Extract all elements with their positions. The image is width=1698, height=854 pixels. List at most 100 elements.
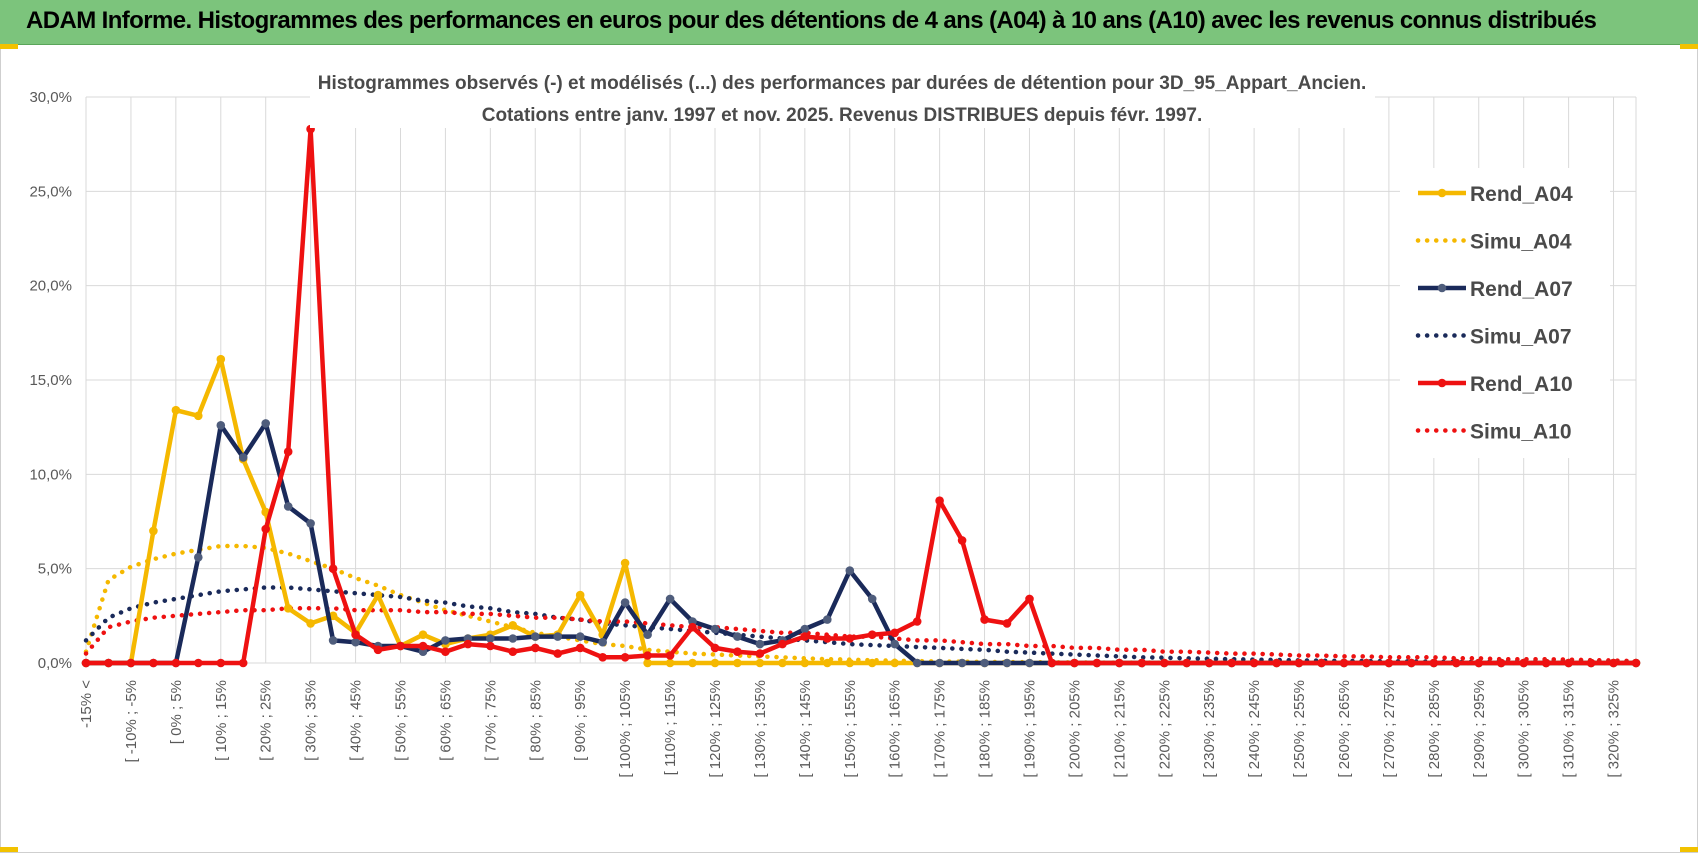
x-tick-label: [ 170% ; 175% — [932, 680, 949, 778]
data-point — [351, 630, 360, 639]
data-point — [1025, 658, 1034, 668]
data-point — [463, 639, 473, 649]
data-point — [845, 658, 855, 668]
data-point — [171, 658, 181, 668]
data-point — [441, 636, 450, 645]
x-tick-label: [ 60% ; 65% — [437, 680, 454, 761]
x-tick-label: [ 290% ; 295% — [1471, 680, 1488, 778]
data-point — [194, 658, 203, 668]
data-point — [957, 536, 967, 545]
x-tick-label: [ 150% ; 155% — [842, 680, 859, 778]
data-point — [373, 645, 383, 655]
header-bar: ADAM Informe. Histogrammes des performan… — [0, 0, 1698, 45]
data-point — [575, 643, 585, 653]
x-tick-label: [ 0% ; 5% — [168, 680, 185, 744]
data-point — [688, 658, 697, 668]
x-tick-label: [ 200% ; 205% — [1066, 680, 1083, 778]
series-rend-a10 — [81, 124, 1641, 668]
x-tick-label: [ 100% ; 105% — [617, 680, 634, 778]
corner-mark — [0, 44, 18, 49]
data-point — [1047, 658, 1057, 668]
y-tick-label: 25,0% — [29, 183, 72, 200]
data-point — [1452, 658, 1461, 668]
data-point — [283, 502, 293, 511]
legend-marker — [1437, 188, 1447, 198]
data-point — [1407, 658, 1416, 668]
data-point — [867, 630, 877, 639]
data-point — [710, 658, 720, 668]
data-point — [733, 658, 742, 668]
data-point — [643, 630, 652, 639]
x-tick-label: [ 180% ; 185% — [977, 680, 994, 778]
data-point — [575, 632, 585, 641]
data-point — [890, 658, 899, 668]
series-lines — [81, 124, 1641, 668]
data-point — [733, 647, 742, 656]
data-point — [845, 634, 855, 643]
data-point — [598, 637, 607, 647]
data-point — [104, 658, 113, 668]
data-point — [823, 658, 832, 668]
legend-entry: Rend_A10 — [1418, 373, 1573, 396]
data-point — [418, 630, 428, 639]
x-tick-label: [ 190% ; 195% — [1021, 680, 1038, 778]
legend-box — [1400, 168, 1610, 458]
x-tick-label: [ 160% ; 165% — [887, 680, 904, 778]
data-point — [1519, 658, 1528, 668]
legend-marker — [1437, 378, 1447, 388]
data-point — [328, 564, 338, 573]
x-tick-label: [ 220% ; 225% — [1156, 680, 1173, 778]
data-point — [373, 590, 383, 600]
data-point — [553, 632, 562, 641]
x-tick-label: [ 310% ; 315% — [1561, 680, 1578, 778]
legend-label: Rend_A10 — [1470, 373, 1573, 396]
chart-title-line-1: Histogrammes observés (-) et modélisés (… — [318, 73, 1366, 94]
data-point — [1631, 658, 1641, 668]
data-point — [935, 658, 944, 668]
data-point — [980, 658, 989, 668]
x-tick-label: [ 300% ; 305% — [1516, 680, 1533, 778]
data-point — [351, 637, 360, 647]
data-point — [216, 421, 226, 430]
legend-label: Simu_A07 — [1470, 326, 1572, 349]
data-point — [912, 658, 922, 668]
data-point — [710, 624, 720, 634]
legend-label: Rend_A04 — [1470, 183, 1573, 206]
data-point — [81, 658, 91, 668]
y-tick-label: 15,0% — [29, 372, 72, 389]
legend: Rend_A04 Simu_A04 Rend_A07 Simu_A07 Rend_A10… — [1400, 168, 1610, 458]
chart-title: Histogrammes observés (-) et modélisés (… — [310, 66, 1375, 128]
x-tick-label: [ 50% ; 55% — [392, 680, 409, 761]
data-point — [328, 636, 338, 645]
series-line — [86, 126, 1636, 666]
data-point — [1182, 658, 1191, 668]
data-point — [1541, 658, 1551, 668]
x-tick-label: [ 10% ; 15% — [213, 680, 230, 761]
data-point — [1317, 658, 1326, 668]
data-point — [1227, 658, 1236, 668]
data-point — [486, 641, 495, 651]
data-point — [1070, 658, 1079, 668]
data-point — [149, 526, 158, 536]
data-point — [508, 647, 518, 656]
data-point — [665, 651, 675, 660]
x-tick-label: [ 140% ; 145% — [797, 680, 814, 778]
data-point — [867, 658, 877, 668]
data-point — [486, 634, 495, 643]
legend-marker — [1437, 283, 1447, 293]
data-point — [665, 658, 675, 668]
data-point — [733, 632, 742, 641]
data-point — [194, 411, 203, 421]
data-point — [1137, 658, 1147, 668]
data-point — [823, 634, 832, 643]
y-tick-label: 20,0% — [29, 278, 72, 295]
x-tick-label: [ 90% ; 95% — [572, 680, 589, 761]
data-point — [1272, 658, 1281, 668]
legend-entry: Simu_A04 — [1415, 231, 1572, 254]
x-tick-label: [ 120% ; 125% — [707, 680, 724, 778]
x-tick-label: [ 260% ; 265% — [1336, 680, 1353, 778]
data-point — [1496, 658, 1506, 668]
data-point — [890, 639, 899, 649]
corner-mark — [1680, 847, 1698, 852]
y-tick-label: 5,0% — [38, 561, 72, 578]
